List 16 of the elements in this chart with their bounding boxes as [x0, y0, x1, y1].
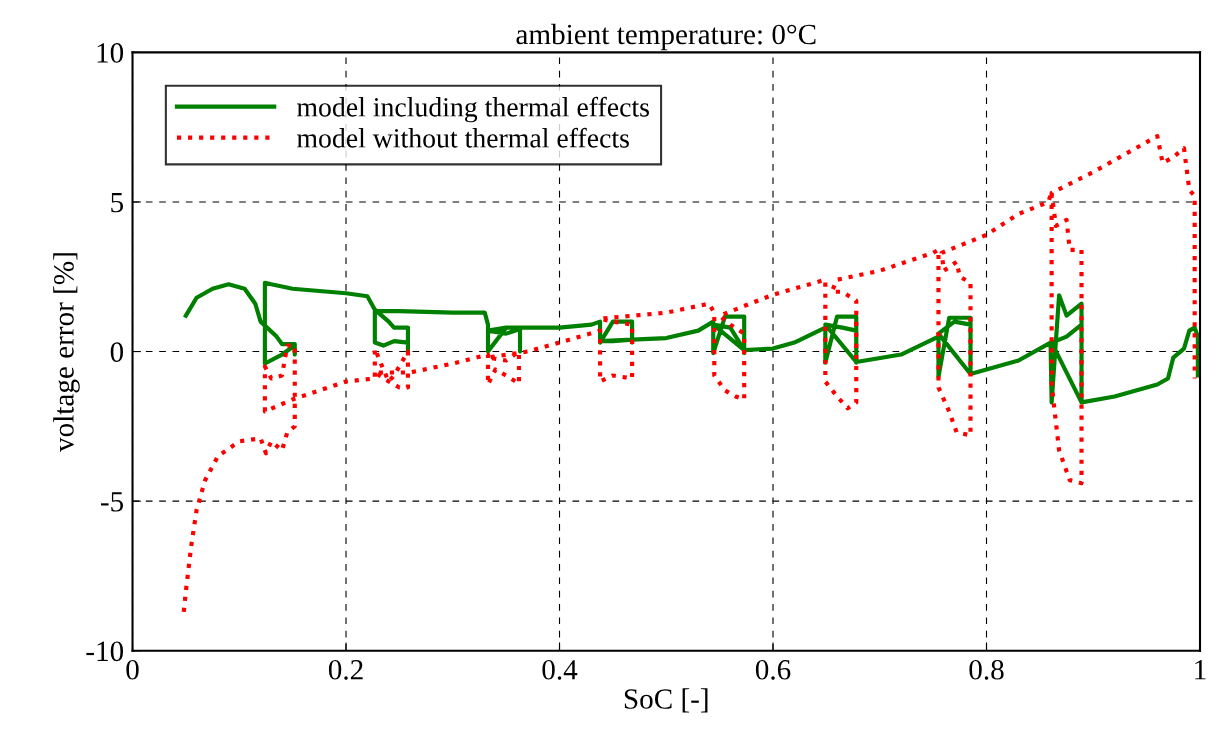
legend-label: model without thermal effects	[296, 127, 629, 148]
legend-label: model including thermal effects	[296, 96, 649, 123]
chart-title: ambient temperature: 0°C	[516, 23, 816, 51]
x-axis-title: SoC [-]	[624, 688, 708, 713]
y-tick-label: 0	[110, 342, 124, 362]
y-tick-label: 5	[111, 192, 124, 213]
x-tick-label: 0.4	[542, 659, 578, 680]
x-tick-label: 0.8	[969, 659, 1004, 680]
x-tick-label: 0.6	[755, 659, 791, 680]
y-tick-label: -5	[100, 492, 124, 512]
y-tick-label: -10	[86, 641, 124, 662]
y-axis-title: voltage error [%]	[53, 253, 80, 452]
x-tick-label: 1	[1195, 660, 1206, 680]
y-tick-label: 10	[97, 43, 124, 63]
x-tick-label: 0.2	[328, 659, 363, 680]
x-tick-label: 0	[126, 659, 139, 680]
